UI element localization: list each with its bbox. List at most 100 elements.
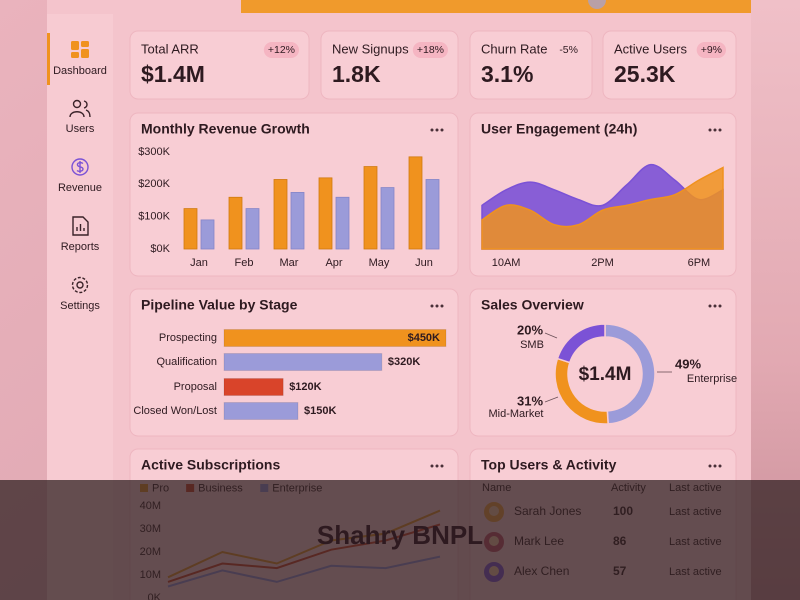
bar [200, 219, 215, 250]
menu-dot [430, 304, 434, 308]
menu-dot [713, 304, 717, 308]
kpi-value: 25.3K [614, 61, 676, 87]
slice-value: 20% [517, 322, 543, 337]
bar [318, 177, 333, 250]
leader-line [544, 396, 559, 403]
category-label: Closed Won/Lost [133, 405, 217, 417]
slice-value: 31% [517, 393, 543, 408]
y-tick-label: $300K [138, 146, 170, 158]
icon-settings[interactable] [71, 276, 89, 294]
icon-dashboard[interactable] [71, 41, 89, 58]
chart-card [469, 288, 737, 437]
x-tick-label: Apr [325, 257, 342, 269]
chart-title: Sales Overview [481, 297, 584, 313]
kpi-change: -5% [559, 44, 578, 56]
bar [223, 402, 299, 420]
value-label: $320K [388, 356, 420, 368]
bar [380, 187, 395, 250]
y-tick-label: $100K [138, 211, 170, 223]
menu-dot [713, 128, 717, 132]
x-tick-label: 6PM [688, 257, 711, 269]
slice-value: 49% [675, 356, 701, 371]
menu-dot [435, 128, 439, 132]
x-tick-label: May [369, 257, 390, 269]
bar [425, 179, 440, 250]
bar [223, 378, 284, 396]
menu-dot [718, 128, 722, 132]
icon-revenue[interactable] [71, 158, 89, 176]
x-tick-label: Mar [280, 257, 299, 269]
nav-label: Reports [61, 241, 100, 253]
bar [408, 156, 423, 250]
x-tick-label: Jan [190, 257, 208, 269]
menu-dot [440, 464, 444, 468]
x-tick-label: Feb [235, 257, 254, 269]
kpi-label: Active Users [614, 41, 687, 56]
menu-dot [430, 128, 434, 132]
top-avatar [588, 0, 606, 9]
menu-dot [708, 128, 712, 132]
kpi-label: New Signups [332, 41, 409, 56]
icon-users[interactable] [69, 99, 91, 118]
slice-label: Mid-Market [488, 408, 543, 420]
nav-label: Settings [60, 300, 100, 312]
banner-overlay [0, 480, 800, 600]
bar [245, 208, 260, 250]
y-tick-label: $0K [150, 243, 170, 255]
menu-dot [435, 304, 439, 308]
kpi-label: Total ARR [141, 41, 199, 56]
menu-dot [435, 464, 439, 468]
bar [223, 329, 447, 347]
category-label: Prospecting [159, 332, 217, 344]
category-label: Qualification [156, 356, 217, 368]
value-label: $120K [289, 381, 321, 393]
kpi-label: Churn Rate [481, 41, 547, 56]
bar [228, 196, 243, 250]
kpi-badge [263, 42, 299, 58]
x-tick-label: 2PM [591, 257, 614, 269]
chart-title: User Engagement (24h) [481, 121, 637, 137]
y-tick-label: $200K [138, 178, 170, 190]
icon-reports[interactable] [72, 216, 89, 236]
x-tick-label: 10AM [492, 257, 521, 269]
x-tick-label: Jun [415, 257, 433, 269]
kpi-value: 1.8K [332, 61, 381, 87]
kpi-change: +12% [268, 44, 295, 56]
slice-label: Enterprise [687, 373, 737, 385]
chart-title: Active Subscriptions [141, 457, 280, 473]
menu-dot [430, 464, 434, 468]
donut-center: $1.4M [579, 364, 632, 385]
slice-label: SMB [520, 339, 544, 351]
nav-label: Dashboard [53, 65, 107, 77]
menu-dot [708, 464, 712, 468]
menu-dot [718, 304, 722, 308]
area [481, 166, 724, 250]
leader-line [544, 332, 558, 339]
chart-title: Pipeline Value by Stage [141, 297, 298, 313]
banner-text: Shahry BNPL [317, 520, 483, 550]
donut-slice [556, 323, 606, 364]
bar [290, 192, 305, 250]
menu-dot [440, 304, 444, 308]
kpi-change: +18% [417, 44, 444, 56]
bar [183, 208, 198, 250]
nav-label: Users [66, 123, 95, 135]
kpi-value: $1.4M [141, 61, 205, 87]
menu-dot [713, 464, 717, 468]
menu-dot [718, 464, 722, 468]
menu-dot [708, 304, 712, 308]
bar [363, 166, 378, 250]
chart-title: Monthly Revenue Growth [141, 121, 310, 137]
menu-dot [440, 128, 444, 132]
kpi-value: 3.1% [481, 61, 533, 87]
kpi-badge [412, 42, 448, 58]
kpi-card [469, 30, 593, 100]
bar [223, 353, 383, 371]
nav-label: Revenue [58, 182, 102, 194]
kpi-badge [696, 42, 726, 58]
bar [335, 196, 350, 250]
top-bar [241, 0, 751, 13]
value-label: $450K [408, 332, 440, 344]
